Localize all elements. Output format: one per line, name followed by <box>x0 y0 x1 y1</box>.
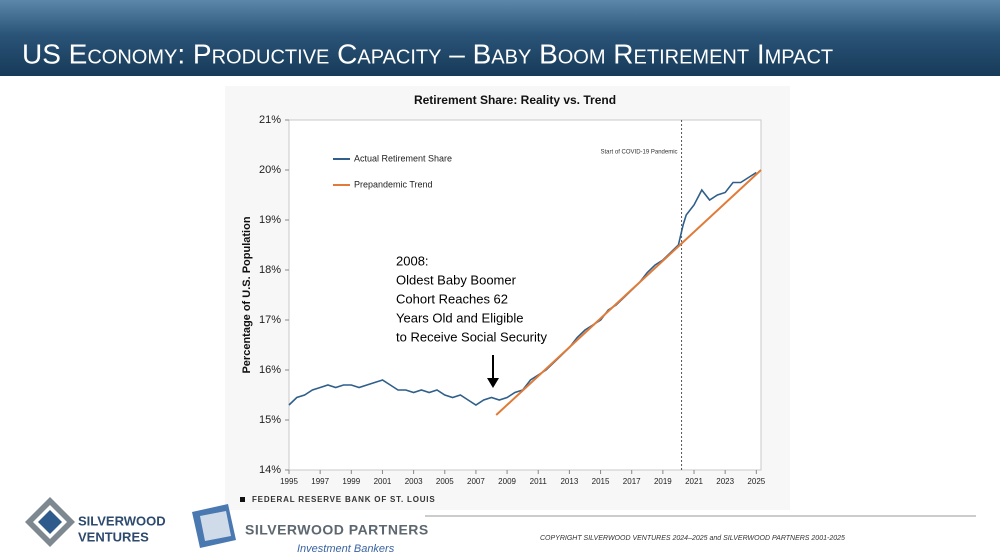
x-tick-label: 1999 <box>342 477 360 486</box>
logo2-name: SILVERWOOD PARTNERS <box>245 522 429 538</box>
logo2-sub: Investment Bankers <box>297 543 395 555</box>
annotation-line: Oldest Baby Boomer <box>396 272 517 287</box>
y-axis-label: Percentage of U.S. Population <box>241 216 253 373</box>
series-line <box>288 171 757 406</box>
x-tick-label: 2003 <box>405 477 423 486</box>
source-bullet <box>240 497 245 502</box>
copyright: COPYRIGHT SILVERWOOD VENTURES 2024–2025 … <box>540 535 845 542</box>
legend-label: Actual Retirement Share <box>354 153 452 163</box>
plot-area <box>288 119 762 471</box>
x-tick-label: 2013 <box>560 477 578 486</box>
logo1-mark-core <box>38 510 62 534</box>
annotation-line: Cohort Reaches 62 <box>396 291 508 306</box>
x-tick-label: 2021 <box>685 477 703 486</box>
source: FEDERAL RESERVE BANK OF ST. LOUIS <box>252 495 435 504</box>
y-tick-label: 14% <box>259 464 281 476</box>
header-banner <box>0 0 1000 76</box>
y-tick-label: 18% <box>259 264 281 276</box>
annotation-arrowhead <box>487 378 499 388</box>
plot: 14% 15% 16% 17% 18% 19% 20% 21% 1995 1997 1999 2001… <box>259 114 766 486</box>
logo1-line2: VENTURES <box>78 529 149 544</box>
x-tick-label: 2007 <box>467 477 485 486</box>
chart-title: Retirement Share: Reality vs. Trend <box>414 93 616 107</box>
slide-title: US Economy: Productive Capacity – Baby B… <box>22 38 833 69</box>
y-tick-label: 17% <box>259 314 281 326</box>
y-tick-label: 15% <box>259 414 281 426</box>
x-tick-label: 2001 <box>374 477 392 486</box>
covid-label: Start of COVID-19 Pandemic <box>601 150 678 156</box>
x-tick-label: 2019 <box>654 477 672 486</box>
y-tick-label: 16% <box>259 364 281 376</box>
x-tick-label: 2017 <box>623 477 641 486</box>
x-tick-label: 1997 <box>311 477 329 486</box>
x-tick-label: 2005 <box>436 477 454 486</box>
annotation-line: to Receive Social Security <box>396 329 548 344</box>
y-tick-label: 19% <box>259 214 281 226</box>
series-line <box>495 169 762 416</box>
y-tick-label: 21% <box>259 114 281 126</box>
legend-label: Prepandemic Trend <box>354 179 433 189</box>
x-tick-label: 2015 <box>592 477 610 486</box>
y-tick-label: 20% <box>259 164 281 176</box>
x-tick-label: 2023 <box>716 477 734 486</box>
logo1-line1: SILVERWOOD <box>78 513 166 528</box>
annotation-line: 2008: <box>396 253 429 268</box>
x-tick-label: 2025 <box>747 477 765 486</box>
x-tick-label: 2011 <box>530 477 548 486</box>
annotation-line: Years Old and Eligible <box>396 310 523 325</box>
logo2-mark-inner <box>200 511 231 541</box>
x-tick-label: 1995 <box>280 477 298 486</box>
x-tick-label: 2009 <box>498 477 516 486</box>
